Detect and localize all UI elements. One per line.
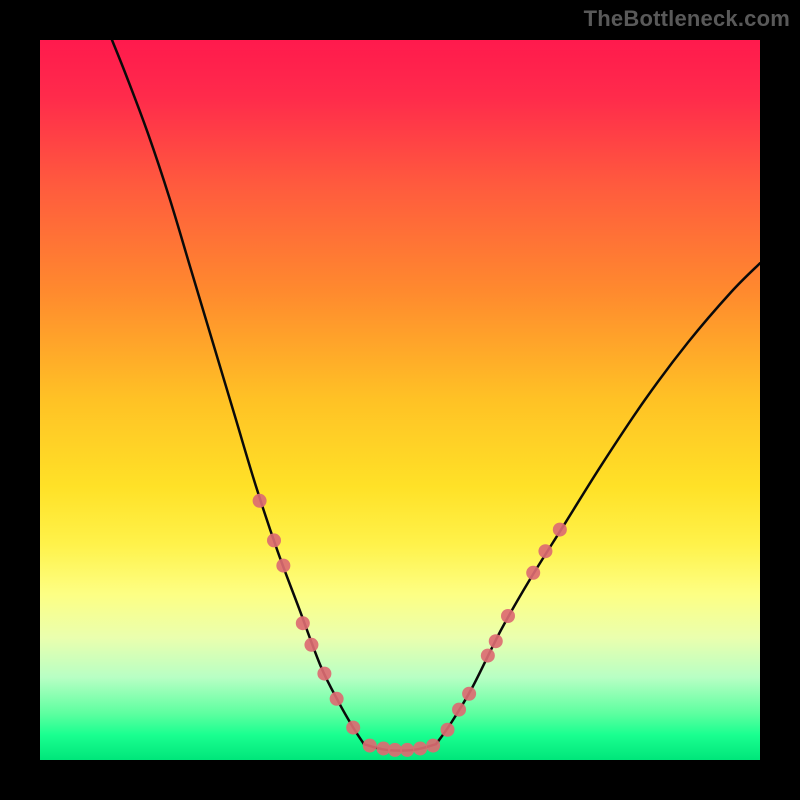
sample-point [363,739,377,753]
border-left [0,0,40,800]
sample-point [317,667,331,681]
sample-point [441,723,455,737]
sample-point [296,616,310,630]
sample-point [267,533,281,547]
sample-point [538,544,552,558]
sample-point [481,649,495,663]
sample-point [553,523,567,537]
sample-point [304,638,318,652]
sample-point [276,559,290,573]
sample-point [501,609,515,623]
border-bottom [0,760,800,800]
border-right [760,0,800,800]
watermark-text: TheBottleneck.com [584,6,790,32]
bottleneck-chart [0,0,800,800]
sample-point [388,743,402,757]
sample-point [413,741,427,755]
plot-background [40,40,760,760]
sample-point [400,743,414,757]
sample-point [346,721,360,735]
sample-point [253,494,267,508]
sample-point [462,687,476,701]
sample-point [426,739,440,753]
sample-point [452,703,466,717]
sample-point [330,692,344,706]
sample-point [489,634,503,648]
sample-point [526,566,540,580]
